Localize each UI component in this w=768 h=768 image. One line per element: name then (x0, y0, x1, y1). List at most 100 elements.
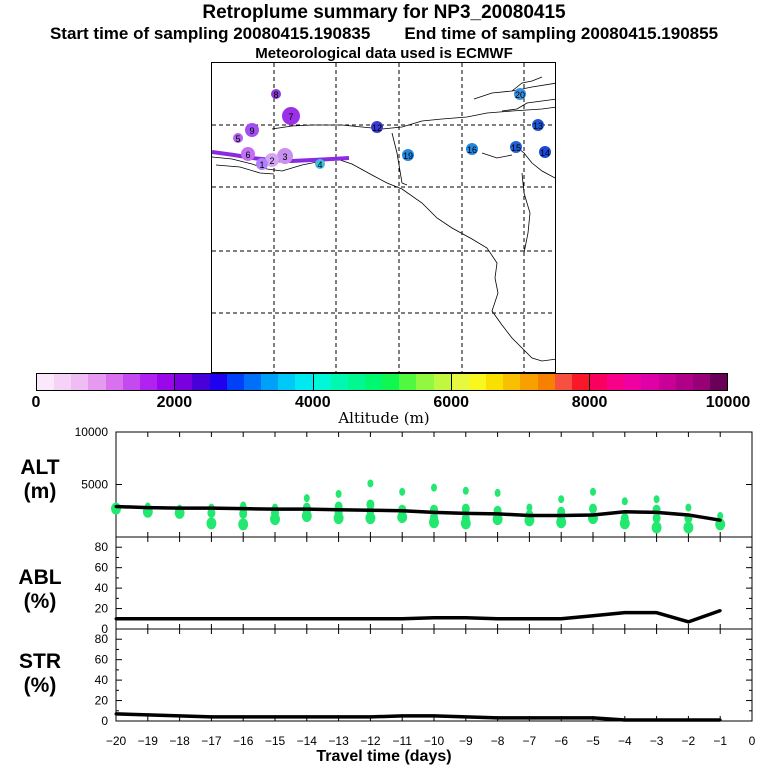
colorbar-tick-label: 6000 (433, 394, 469, 411)
cluster-point (619, 517, 630, 530)
colorbar-cell (139, 374, 158, 390)
cluster-point (462, 486, 469, 495)
cluster-point (717, 512, 724, 520)
data-point (368, 617, 372, 621)
colorbar-cell (641, 374, 659, 390)
data-point (655, 611, 659, 615)
chart-title: Retroplume summary for NP3_20080415 (202, 2, 566, 23)
data-point (146, 713, 150, 717)
cluster-point (460, 517, 471, 530)
str-series-line (115, 712, 721, 722)
map-marker: 2 (265, 153, 279, 167)
data-point (591, 716, 595, 720)
cluster-point (683, 521, 694, 534)
map-marker: 12 (371, 121, 383, 133)
cluster-point (651, 521, 662, 534)
y-tick-label: 0 (101, 714, 108, 728)
cluster-point (333, 512, 344, 525)
data-point (209, 506, 213, 510)
alt-panel-label: ALT (m) (20, 456, 60, 503)
colorbar-tick-label: 10000 (705, 394, 751, 411)
panel-frame (115, 628, 753, 722)
colorbar-cell (312, 374, 331, 390)
coastlines (212, 76, 555, 362)
altitude-colorbar (36, 373, 728, 391)
map-marker: 13 (532, 119, 544, 131)
svg-text:5: 5 (235, 134, 240, 144)
panel-frame (115, 536, 753, 630)
x-tick-label: −1 (713, 734, 727, 748)
data-point (178, 617, 182, 621)
cluster-point (335, 489, 342, 498)
cluster-point (590, 487, 596, 496)
x-tick-label: −8 (491, 734, 505, 748)
cluster-point (239, 508, 248, 519)
data-point (337, 508, 341, 512)
colorbar-cell (278, 374, 296, 390)
colorbar-cell (624, 374, 642, 390)
colorbar-cell (589, 374, 608, 390)
data-point (464, 715, 468, 719)
data-point (655, 718, 659, 722)
data-point (241, 715, 245, 719)
data-point (432, 714, 436, 718)
abl-series-line (116, 608, 721, 624)
data-point (273, 507, 277, 511)
svg-text:13: 13 (533, 121, 543, 131)
map-marker: 1 (256, 158, 268, 170)
cluster-point (207, 507, 216, 518)
map-marker: 20 (514, 88, 526, 100)
cluster-point (238, 518, 249, 531)
x-tick-label: −11 (392, 734, 412, 748)
x-tick-label: −18 (169, 734, 190, 748)
data-point (368, 508, 372, 512)
svg-text:14: 14 (540, 148, 550, 158)
data-point (686, 620, 690, 624)
colorbar-cell (520, 374, 538, 390)
data-point (623, 611, 627, 615)
data-point (559, 716, 563, 720)
svg-text:8: 8 (273, 90, 278, 100)
str-panel-label: STR (%) (19, 650, 61, 697)
svg-text:6: 6 (245, 150, 250, 160)
y-tick-label: 20 (95, 694, 109, 708)
sampling-times: Start time of sampling 20080415.190835 En… (0, 24, 768, 44)
cluster-point (431, 483, 437, 492)
data-point (527, 716, 531, 720)
colorbar-cell (571, 374, 589, 390)
y-tick-label: 5000 (81, 478, 108, 492)
cluster-point (399, 487, 406, 496)
colorbar-cell (330, 374, 348, 390)
cluster-point (494, 488, 501, 497)
data-point (464, 616, 468, 620)
colorbar-title: Altitude (m) (338, 409, 430, 427)
colorbar-tick-label: 0 (31, 394, 41, 411)
colorbar-cell (710, 374, 728, 390)
colorbar-cell (537, 374, 555, 390)
x-tick-label: −15 (265, 734, 286, 748)
colorbar-cell (433, 374, 451, 390)
x-tick-label: −17 (201, 734, 222, 748)
data-point (400, 617, 404, 621)
svg-text:12: 12 (372, 123, 382, 133)
data-point (591, 513, 595, 517)
cluster-point (652, 513, 661, 524)
data-point (496, 512, 500, 516)
colorbar-cell (209, 374, 227, 390)
colorbar-cell (71, 374, 89, 390)
svg-text:19: 19 (403, 151, 413, 161)
data-point (718, 518, 722, 522)
x-tick-label: −3 (650, 734, 664, 748)
x-tick-label: −5 (586, 734, 600, 748)
colorbar-cell (105, 374, 123, 390)
data-point (559, 617, 563, 621)
map-marker: 5 (233, 133, 243, 144)
y-tick-label: 10000 (75, 425, 109, 439)
cluster-point (492, 513, 503, 526)
colorbar-cell (261, 374, 279, 390)
data-point (273, 715, 277, 719)
svg-text:7: 7 (288, 112, 293, 122)
cluster-point (429, 516, 439, 529)
map-marker: 14 (539, 146, 551, 158)
